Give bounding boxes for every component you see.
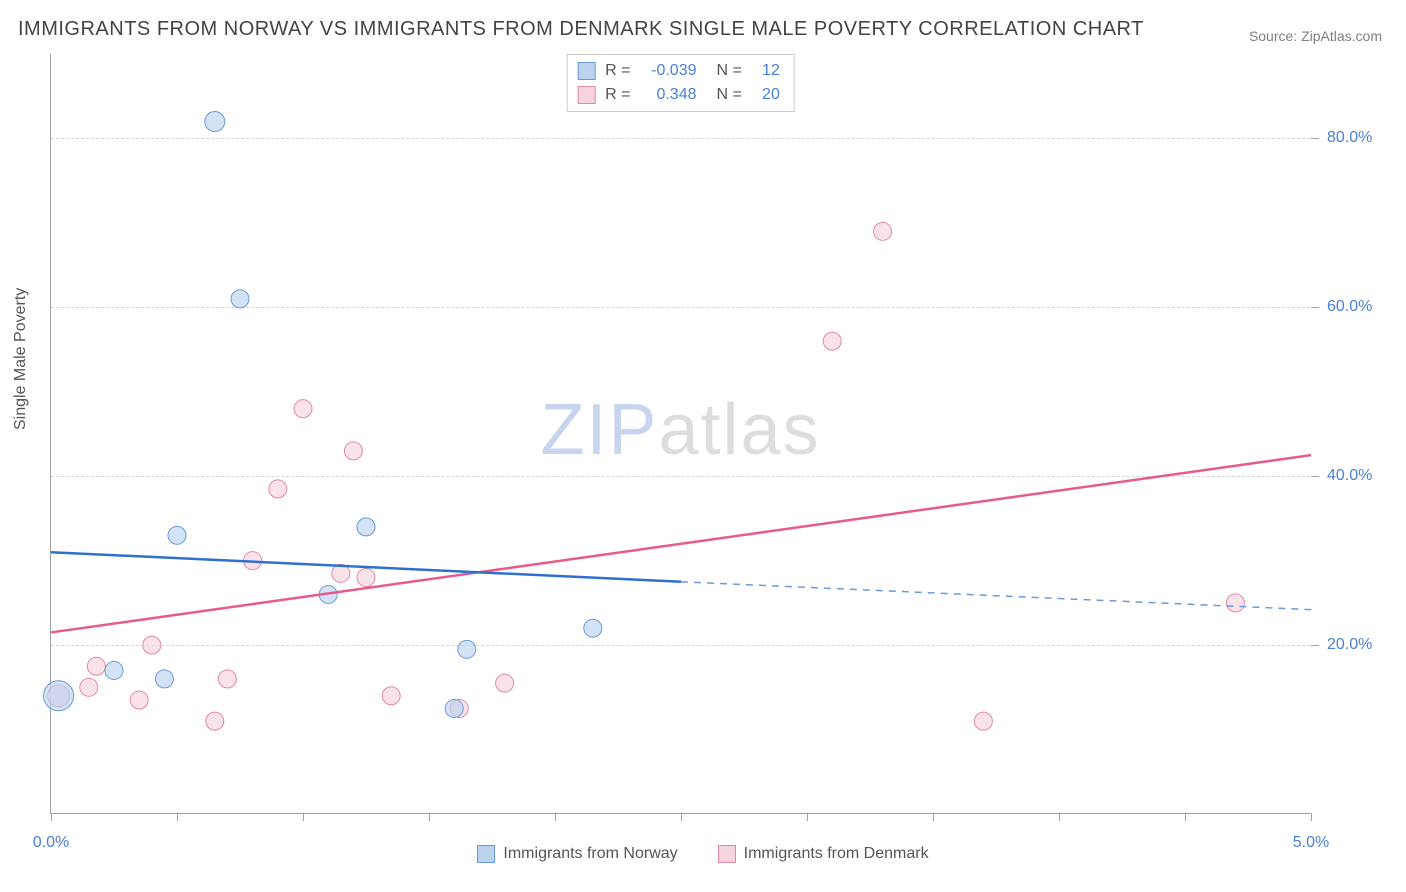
scatter-point-series-b [823,332,841,350]
x-tick [1185,813,1186,821]
y-tick-label: 20.0% [1327,636,1372,654]
x-tick [303,813,304,821]
scatter-point-series-b [218,670,236,688]
regression-line-series-b [51,455,1311,632]
scatter-point-series-b [130,691,148,709]
regression-line-series-a-extrapolated [681,582,1311,610]
stats-r-label: R = [605,59,630,83]
legend-label-a: Immigrants from Norway [503,845,677,863]
swatch-series-a-icon [577,62,595,80]
x-tick [807,813,808,821]
x-tick [555,813,556,821]
scatter-point-series-a [205,112,225,132]
scatter-point-series-b [382,687,400,705]
right-tick [1311,138,1319,139]
scatter-point-series-b [357,569,375,587]
legend-item-series-a: Immigrants from Norway [477,845,677,863]
x-tick [177,813,178,821]
y-tick-label: 80.0% [1327,129,1372,147]
scatter-point-series-b [294,400,312,418]
legend-item-series-b: Immigrants from Denmark [718,845,929,863]
x-tick [429,813,430,821]
scatter-point-series-b [143,636,161,654]
stats-n-label: N = [717,83,742,107]
y-tick-label: 60.0% [1327,298,1372,316]
scatter-point-series-a [458,640,476,658]
stats-row-series-b: R = 0.348 N = 20 [577,83,780,107]
right-tick [1311,645,1319,646]
scatter-point-series-b [974,712,992,730]
chart-svg [51,54,1310,813]
scatter-point-series-b [1226,594,1244,612]
series-legend: Immigrants from Norway Immigrants from D… [0,845,1406,863]
stats-n-label: N = [717,59,742,83]
source-attribution: Source: ZipAtlas.com [1249,28,1382,44]
scatter-point-series-a [357,518,375,536]
right-tick [1311,476,1319,477]
scatter-point-series-b [206,712,224,730]
stats-row-series-a: R = -0.039 N = 12 [577,59,780,83]
plot-area: ZIPatlas R = -0.039 N = 12 R = 0.348 N =… [50,54,1310,814]
correlation-stats-box: R = -0.039 N = 12 R = 0.348 N = 20 [566,54,795,112]
swatch-series-b-icon [718,845,736,863]
scatter-point-series-a [155,670,173,688]
stats-r-value-b: 0.348 [641,83,697,107]
right-tick [1311,307,1319,308]
x-tick [1059,813,1060,821]
swatch-series-a-icon [477,845,495,863]
scatter-point-series-a [44,681,74,711]
scatter-point-series-a [168,526,186,544]
scatter-point-series-b [269,480,287,498]
scatter-point-series-a [584,619,602,637]
scatter-point-series-b [344,442,362,460]
scatter-point-series-b [496,674,514,692]
x-tick [681,813,682,821]
scatter-point-series-a [445,699,463,717]
scatter-point-series-a [231,290,249,308]
scatter-point-series-b [87,657,105,675]
legend-label-b: Immigrants from Denmark [744,845,929,863]
x-tick [51,813,52,821]
scatter-point-series-b [80,678,98,696]
chart-title: IMMIGRANTS FROM NORWAY VS IMMIGRANTS FRO… [18,18,1144,41]
stats-r-value-a: -0.039 [641,59,697,83]
x-tick [933,813,934,821]
y-tick-label: 40.0% [1327,467,1372,485]
x-tick [1311,813,1312,821]
scatter-point-series-b [874,222,892,240]
stats-r-label: R = [605,83,630,107]
scatter-point-series-a [105,661,123,679]
y-axis-label: Single Male Poverty [12,288,30,430]
stats-n-value-b: 20 [752,83,780,107]
swatch-series-b-icon [577,86,595,104]
stats-n-value-a: 12 [752,59,780,83]
